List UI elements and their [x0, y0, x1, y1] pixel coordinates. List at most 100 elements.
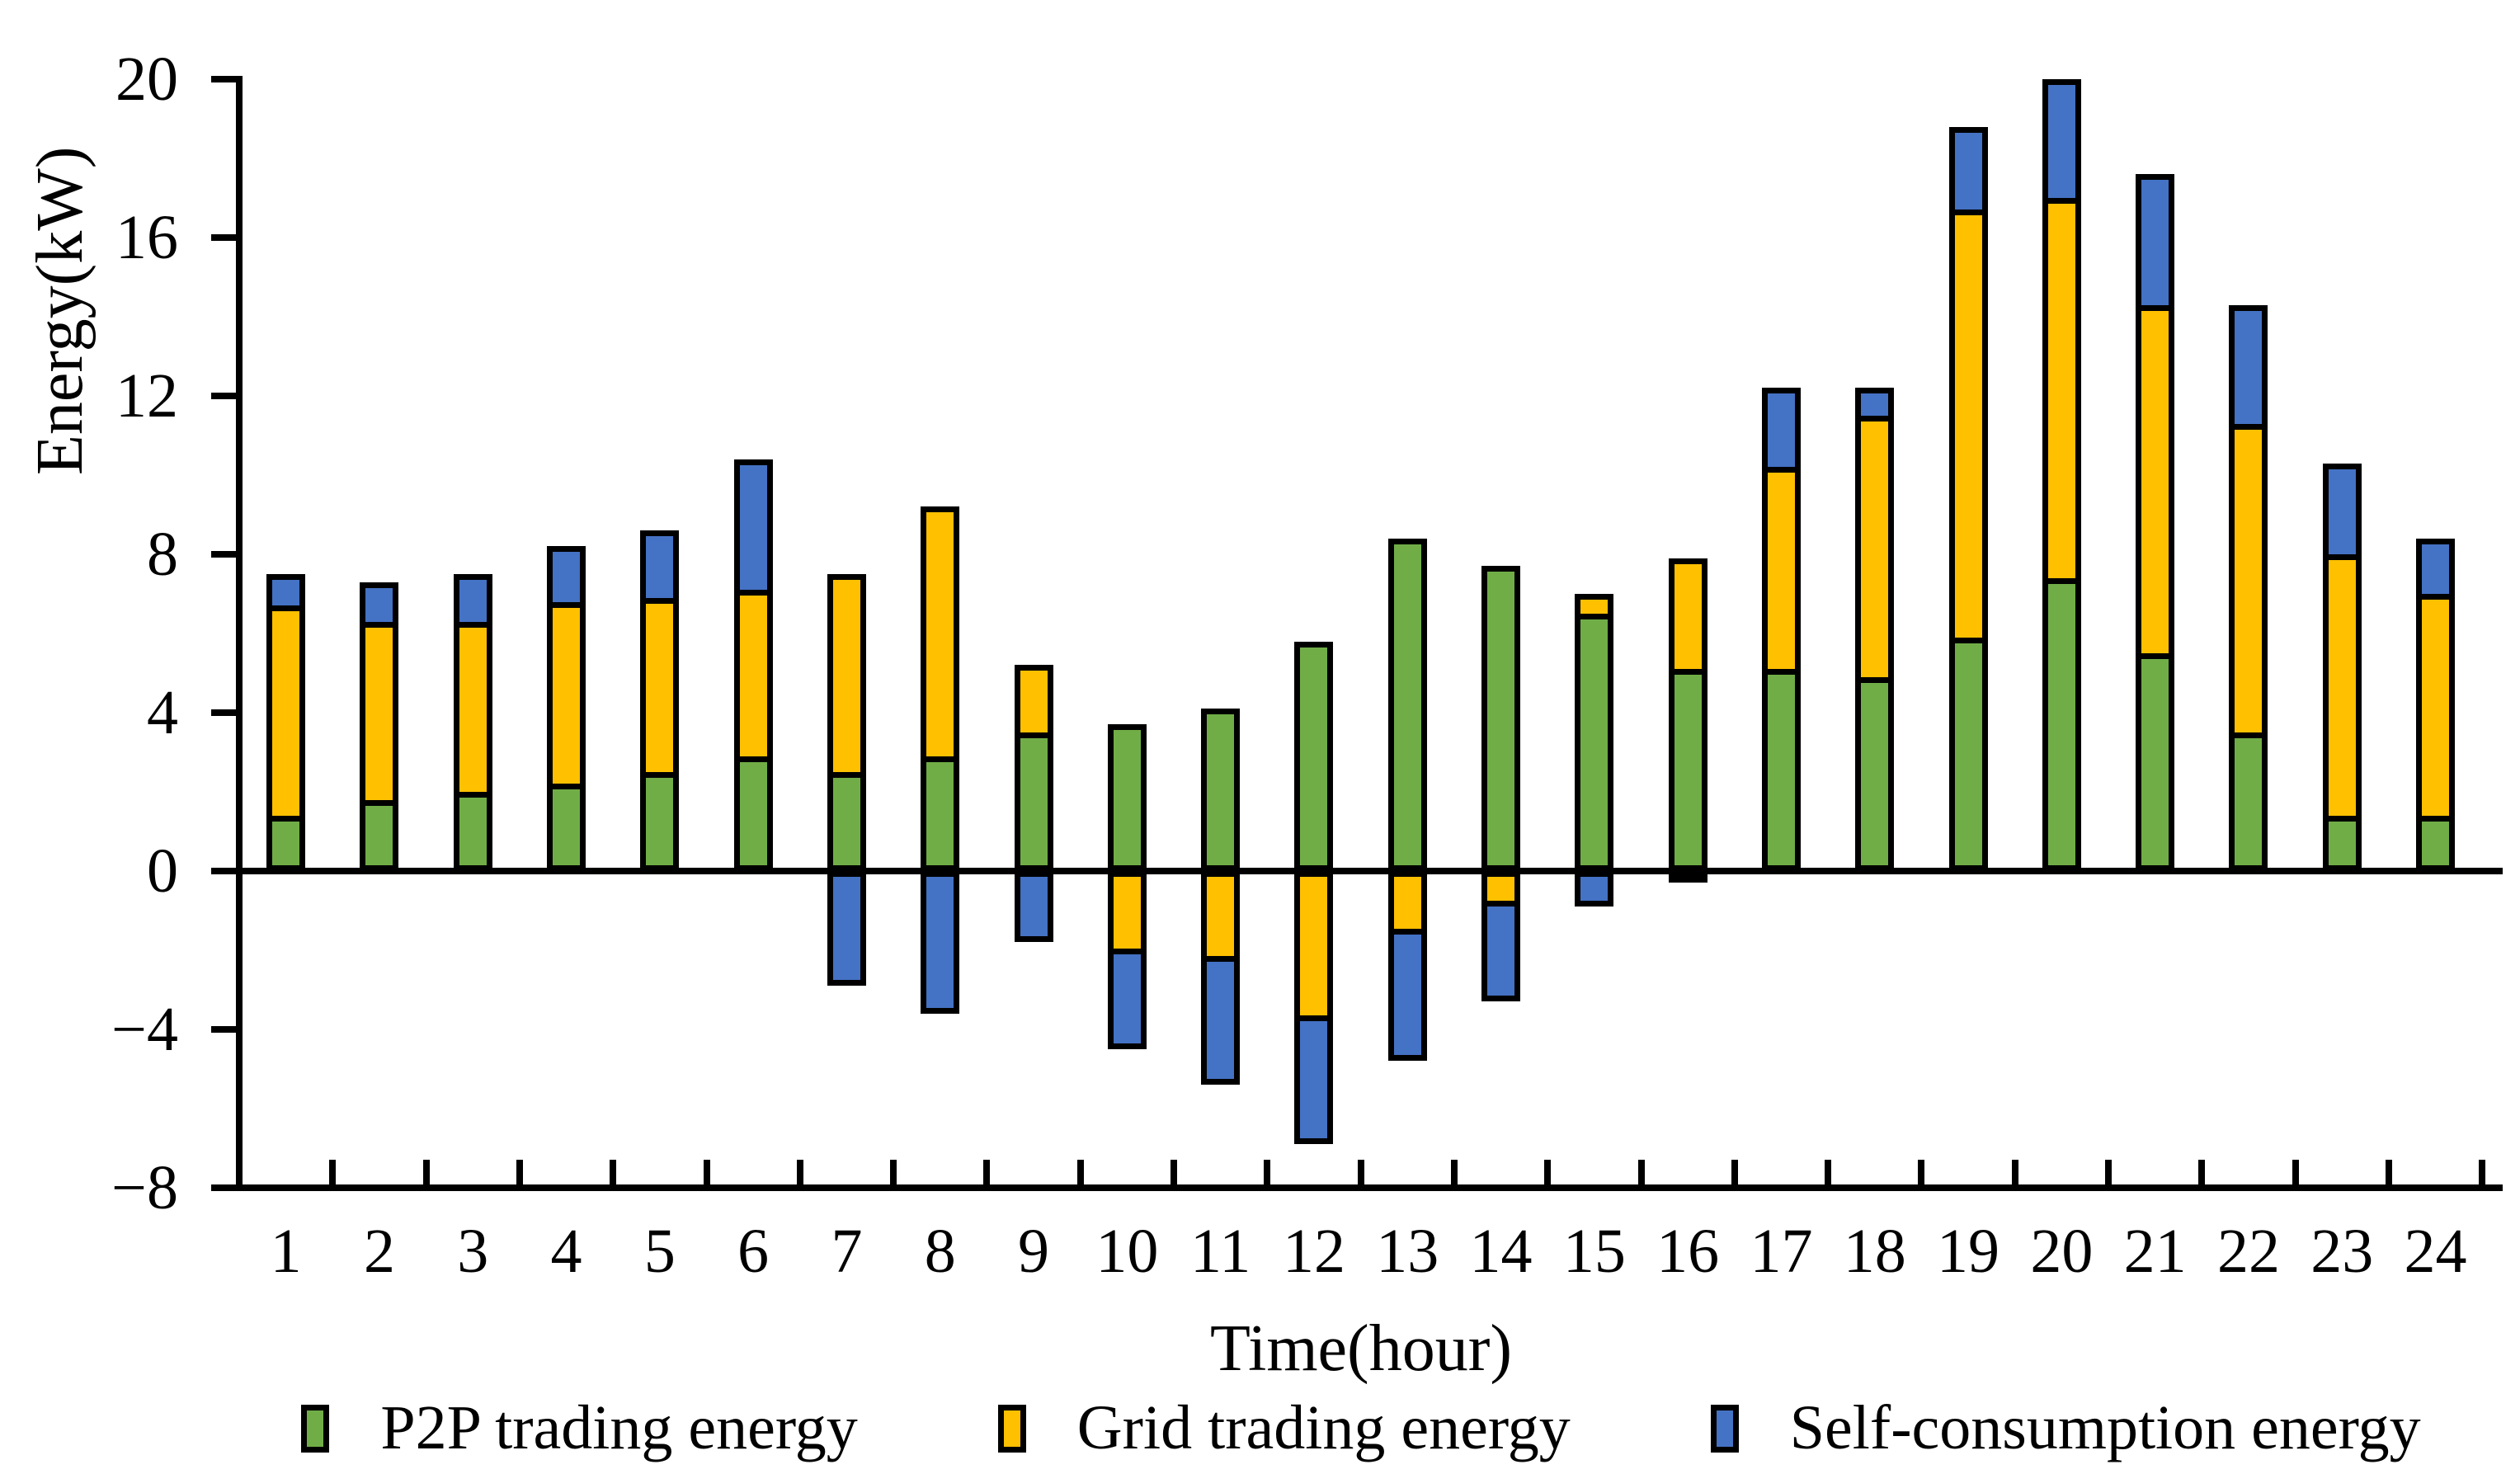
bar-5-grid-trading-energy — [640, 597, 680, 778]
bar-9-self-consumption-energy — [1014, 871, 1053, 943]
x-tick-label: 23 — [2310, 1217, 2374, 1286]
bar-8-grid-trading-energy — [921, 506, 960, 762]
x-tick — [2105, 1160, 2112, 1184]
x-tick — [1076, 1160, 1084, 1184]
x-tick-label: 12 — [1282, 1217, 1345, 1286]
bar-15-self-consumption-energy — [1575, 871, 1614, 907]
x-tick-label: 14 — [1469, 1217, 1533, 1286]
y-tick — [211, 234, 236, 241]
bar-1-self-consumption-energy — [266, 574, 306, 612]
x-tick — [2011, 1160, 2018, 1184]
bar-14-self-consumption-energy — [1481, 901, 1521, 1002]
x-tick-label: 11 — [1190, 1217, 1251, 1286]
bar-7-grid-trading-energy — [827, 574, 866, 778]
bar-1-grid-trading-energy — [266, 605, 306, 822]
y-tick-label: −8 — [111, 1153, 178, 1222]
bar-13-grid-trading-energy — [1387, 871, 1427, 935]
bar-12-p2p-trading-energy — [1294, 641, 1334, 871]
x-tick — [2198, 1160, 2206, 1184]
bar-22-p2p-trading-energy — [2229, 732, 2268, 871]
y-tick — [211, 709, 236, 716]
bar-13-self-consumption-energy — [1387, 928, 1427, 1062]
legend-label: P2P trading energy — [380, 1393, 858, 1462]
x-tick — [890, 1160, 897, 1184]
bar-18-p2p-trading-energy — [1855, 676, 1895, 871]
bar-21-p2p-trading-energy — [2136, 653, 2175, 871]
bar-14-p2p-trading-energy — [1481, 566, 1521, 871]
x-tick-label: 6 — [737, 1217, 770, 1286]
x-tick-label: 8 — [924, 1217, 956, 1286]
x-tick — [1264, 1160, 1271, 1184]
x-tick — [2385, 1160, 2392, 1184]
bar-24-grid-trading-energy — [2416, 594, 2456, 822]
x-tick-label: 24 — [2404, 1217, 2467, 1286]
x-tick-label: 1 — [270, 1217, 302, 1286]
x-tick-label: 4 — [550, 1217, 582, 1286]
bar-21-grid-trading-energy — [2136, 304, 2175, 659]
bar-4-grid-trading-energy — [547, 601, 586, 790]
bar-23-self-consumption-energy — [2322, 463, 2362, 560]
x-tick-label: 16 — [1656, 1217, 1720, 1286]
y-tick — [211, 551, 236, 558]
x-axis-line — [236, 1184, 2503, 1191]
bar-19-p2p-trading-energy — [1948, 637, 1988, 871]
legend-label: Grid trading energy — [1076, 1393, 1571, 1462]
x-tick — [2292, 1160, 2299, 1184]
x-tick — [1825, 1160, 1832, 1184]
y-axis-line — [236, 76, 243, 1191]
bar-11-p2p-trading-energy — [1201, 709, 1241, 871]
legend-item: Grid trading energy — [997, 1392, 1571, 1464]
x-tick-label: 15 — [1562, 1217, 1626, 1286]
legend-item: Self-consumption energy — [1710, 1392, 2421, 1464]
x-tick — [422, 1160, 430, 1184]
x-tick — [1544, 1160, 1552, 1184]
bar-7-p2p-trading-energy — [827, 772, 866, 871]
x-tick-label: 20 — [2030, 1217, 2094, 1286]
bar-7-self-consumption-energy — [827, 871, 866, 987]
bar-6-grid-trading-energy — [733, 590, 773, 762]
bar-11-grid-trading-energy — [1201, 871, 1241, 963]
bar-20-self-consumption-energy — [2042, 79, 2081, 204]
bar-19-self-consumption-energy — [1948, 126, 1988, 216]
legend-item: P2P trading energy — [301, 1392, 858, 1464]
x-tick-label: 9 — [1018, 1217, 1050, 1286]
bar-6-p2p-trading-energy — [733, 756, 773, 871]
y-tick — [211, 1026, 236, 1033]
bar-1-p2p-trading-energy — [266, 815, 306, 871]
zero-line — [236, 868, 2503, 874]
bar-24-p2p-trading-energy — [2416, 815, 2456, 871]
x-tick — [1637, 1160, 1645, 1184]
bar-3-p2p-trading-energy — [453, 792, 492, 871]
x-tick-label: 10 — [1095, 1217, 1159, 1286]
bar-9-p2p-trading-energy — [1014, 732, 1053, 871]
y-tick — [211, 868, 236, 874]
bar-6-self-consumption-energy — [733, 459, 773, 596]
y-tick — [211, 1184, 236, 1191]
x-tick — [796, 1160, 803, 1184]
legend-swatch-grid-trading-energy — [997, 1404, 1026, 1453]
bar-23-grid-trading-energy — [2322, 554, 2362, 822]
bar-18-self-consumption-energy — [1855, 388, 1895, 421]
bar-2-grid-trading-energy — [360, 621, 399, 806]
bar-2-self-consumption-energy — [360, 582, 399, 628]
bar-23-p2p-trading-energy — [2322, 815, 2362, 871]
bar-3-self-consumption-energy — [453, 574, 492, 628]
bar-15-grid-trading-energy — [1575, 594, 1614, 619]
x-tick — [610, 1160, 617, 1184]
legend-swatch-self-consumption-energy — [1710, 1404, 1739, 1453]
x-tick — [1731, 1160, 1738, 1184]
bar-4-p2p-trading-energy — [547, 784, 586, 871]
x-tick-label: 7 — [831, 1217, 863, 1286]
bar-12-self-consumption-energy — [1294, 1015, 1334, 1145]
legend-swatch-p2p-trading-energy — [301, 1404, 330, 1453]
bar-17-p2p-trading-energy — [1761, 669, 1801, 871]
y-tick-label: 0 — [147, 836, 178, 906]
x-tick — [703, 1160, 710, 1184]
x-tick — [1171, 1160, 1177, 1184]
x-tick — [1918, 1160, 1925, 1184]
legend-label: Self-consumption energy — [1789, 1393, 2421, 1462]
y-tick — [211, 393, 236, 399]
bar-24-self-consumption-energy — [2416, 538, 2456, 600]
y-tick-label: 20 — [115, 45, 178, 114]
bar-8-p2p-trading-energy — [921, 756, 960, 871]
